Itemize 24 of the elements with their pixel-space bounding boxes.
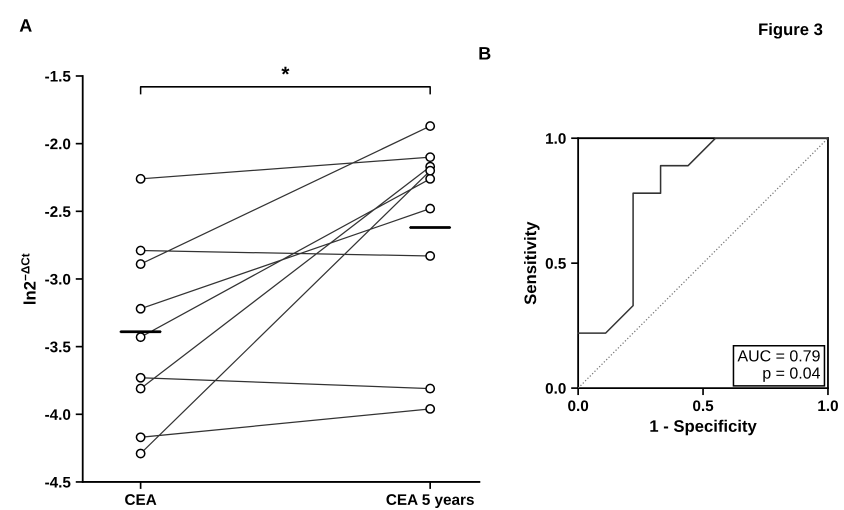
y-tick-label: -2.0: [45, 138, 70, 150]
y-tick-label: -2.5: [45, 206, 70, 217]
x-axis-title: 1 - Specificity: [650, 420, 757, 436]
x-tick-label: CEA 5 years: [386, 494, 474, 508]
y-tick-label: 0.0: [546, 382, 566, 394]
y-axis-title: ln2$^{−ΔCt}$: [21, 254, 36, 304]
y-tick-label: 0.5: [546, 258, 566, 269]
chart-title: B: [479, 47, 490, 60]
annotation: AUC = 0.79: [737, 350, 820, 362]
y-tick-label: -3.5: [45, 342, 70, 352]
x-tick-label: CEA: [125, 494, 156, 505]
y-tick-label: -4.5: [45, 476, 70, 488]
x-tick-label: 1.0: [818, 400, 838, 412]
x-tick-label: 0.0: [568, 400, 588, 412]
x-tick-label: 0.5: [693, 400, 714, 412]
chart-title: A: [20, 19, 32, 32]
y-tick-label: -3.0: [45, 274, 70, 285]
y-axis-title: Sensitivity: [524, 222, 540, 304]
y-tick-label: 1.0: [546, 133, 566, 144]
caption: Figure 3: [759, 22, 822, 39]
y-tick-label: -4.0: [45, 409, 70, 420]
text: *: [281, 66, 290, 75]
y-tick-label: -1.5: [45, 71, 70, 82]
annotation: p = 0.04: [763, 367, 820, 382]
